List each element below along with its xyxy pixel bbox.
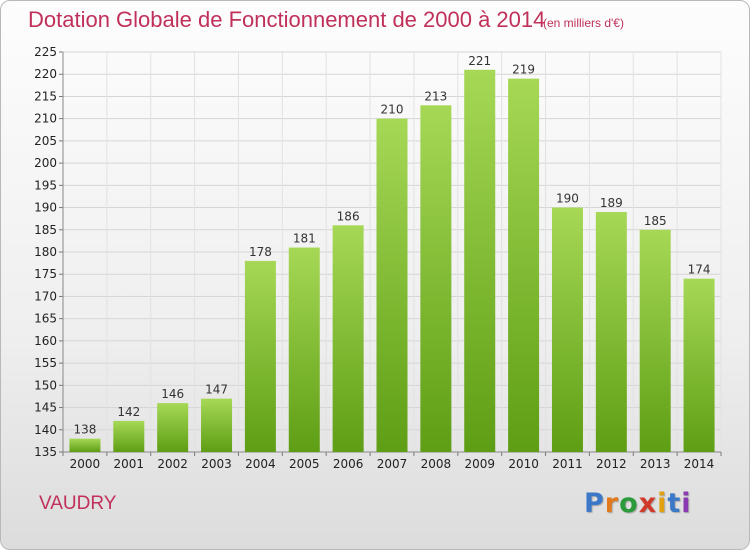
data-label: 178 bbox=[249, 245, 272, 259]
x-tick-label: 2001 bbox=[114, 457, 145, 471]
logo-letter: i bbox=[657, 488, 668, 519]
y-tick-label: 155 bbox=[34, 356, 57, 370]
y-tick-label: 200 bbox=[34, 156, 57, 170]
x-tick-label: 2013 bbox=[640, 457, 671, 471]
y-tick-label: 175 bbox=[34, 267, 57, 281]
y-tick-label: 215 bbox=[34, 89, 57, 103]
proxiti-logo: Proxiti bbox=[584, 488, 692, 519]
y-tick-label: 195 bbox=[34, 178, 57, 192]
bar bbox=[683, 278, 715, 452]
x-tick-label: 2000 bbox=[70, 457, 101, 471]
y-tick-label: 150 bbox=[34, 378, 57, 392]
y-tick-label: 145 bbox=[34, 401, 57, 415]
x-tick-label: 2008 bbox=[421, 457, 452, 471]
y-tick-label: 190 bbox=[34, 201, 57, 215]
y-tick-label: 140 bbox=[34, 423, 57, 437]
bar bbox=[551, 207, 583, 452]
bar bbox=[113, 420, 145, 452]
data-label: 189 bbox=[600, 196, 623, 210]
y-tick-label: 205 bbox=[34, 134, 57, 148]
x-tick-label: 2006 bbox=[333, 457, 364, 471]
bar bbox=[288, 247, 320, 452]
bar bbox=[69, 438, 101, 452]
bars bbox=[69, 69, 715, 453]
bar bbox=[420, 105, 452, 452]
logo-letter: P bbox=[584, 488, 605, 519]
x-tick-label: 2011 bbox=[552, 457, 583, 471]
bar bbox=[376, 118, 408, 453]
x-tick-label: 2012 bbox=[596, 457, 627, 471]
data-label: 181 bbox=[293, 232, 316, 246]
x-tick-label: 2009 bbox=[464, 457, 495, 471]
y-tick-label: 225 bbox=[34, 45, 57, 59]
y-tick-label: 135 bbox=[34, 445, 57, 459]
y-tick-label: 185 bbox=[34, 223, 57, 237]
logo-letter: r bbox=[604, 488, 620, 519]
bar bbox=[595, 212, 627, 452]
labels: 135 140 145 150 155 160 165 170 175 180 185 190 195 2… bbox=[34, 45, 714, 471]
logo-letter: i bbox=[681, 488, 692, 519]
chart-subtitle: (en milliers d'€) bbox=[543, 16, 624, 30]
commune-name: VAUDRY bbox=[39, 493, 117, 514]
data-label: 186 bbox=[337, 209, 360, 223]
y-tick-label: 180 bbox=[34, 245, 57, 259]
bar bbox=[464, 69, 496, 453]
x-tick-label: 2002 bbox=[157, 457, 188, 471]
logo-letter: t bbox=[667, 488, 682, 519]
data-label: 213 bbox=[424, 89, 447, 103]
y-tick-label: 220 bbox=[34, 67, 57, 81]
y-tick-label: 170 bbox=[34, 289, 57, 303]
x-tick-label: 2007 bbox=[377, 457, 408, 471]
data-label: 190 bbox=[556, 192, 579, 206]
bar bbox=[244, 260, 276, 452]
chart-title: Dotation Globale de Fonctionnement de 20… bbox=[28, 7, 546, 32]
data-label: 147 bbox=[205, 383, 228, 397]
logo-letter: x bbox=[638, 488, 658, 519]
y-tick-label: 165 bbox=[34, 312, 57, 326]
logo-letter: o bbox=[619, 488, 639, 519]
data-label: 185 bbox=[644, 214, 667, 228]
bar bbox=[332, 225, 364, 452]
bar bbox=[639, 229, 671, 452]
data-label: 174 bbox=[688, 263, 711, 277]
data-label: 146 bbox=[161, 387, 184, 401]
bar bbox=[157, 403, 189, 452]
data-label: 138 bbox=[73, 423, 96, 437]
x-tick-label: 2004 bbox=[245, 457, 276, 471]
y-tick-label: 210 bbox=[34, 112, 57, 126]
x-tick-label: 2003 bbox=[201, 457, 232, 471]
data-label: 210 bbox=[381, 103, 404, 117]
x-tick-label: 2010 bbox=[508, 457, 539, 471]
y-tick-label: 160 bbox=[34, 334, 57, 348]
bar bbox=[201, 398, 233, 452]
data-label: 221 bbox=[468, 54, 491, 68]
x-tick-label: 2005 bbox=[289, 457, 320, 471]
data-label: 219 bbox=[512, 63, 535, 77]
x-tick-label: 2014 bbox=[684, 457, 715, 471]
bar bbox=[508, 78, 540, 453]
data-label: 142 bbox=[117, 405, 140, 419]
